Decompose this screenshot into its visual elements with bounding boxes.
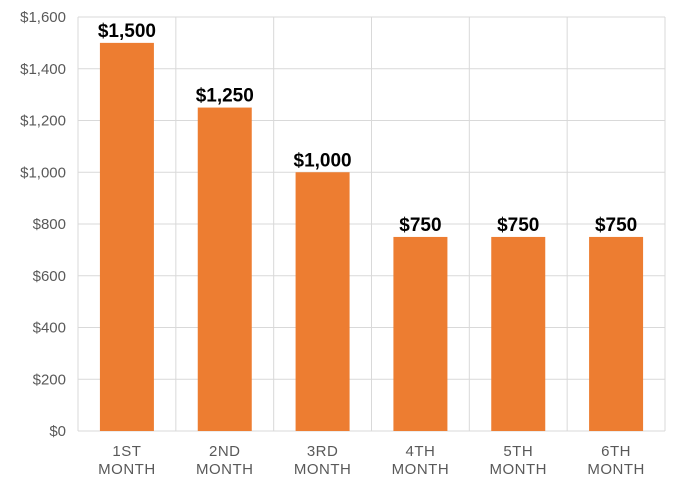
y-tick-label: $600 — [33, 268, 66, 285]
y-tick-label: $1,000 — [20, 164, 66, 181]
bar — [295, 172, 350, 431]
x-tick-label: 1ST MONTH — [98, 443, 156, 478]
y-tick-label: $400 — [33, 320, 66, 337]
y-tick-label: $1,200 — [20, 113, 66, 130]
x-axis-ticks: 1ST MONTH 2ND MONTH 3RD MONTH 4TH MONTH 5TH MONTH… — [98, 443, 645, 478]
x-tick-label: 3RD MONTH — [294, 443, 352, 478]
data-label: $750 — [497, 215, 539, 236]
data-label: $1,000 — [294, 150, 352, 171]
y-axis-ticks: $0 $200 $400 $600 $800 $1,000 $1,200 $1,400 $1,6… — [20, 9, 66, 440]
y-tick-label: $1,400 — [20, 61, 66, 78]
bar — [393, 236, 448, 431]
bar — [491, 236, 546, 431]
bar — [99, 42, 154, 431]
bars — [99, 42, 644, 431]
grid-lines — [77, 16, 666, 432]
data-label: $750 — [399, 215, 441, 236]
x-tick-label: 2ND MONTH — [196, 443, 254, 478]
y-tick-label: $1,600 — [20, 9, 66, 26]
bar — [197, 107, 252, 431]
data-label: $750 — [595, 215, 637, 236]
y-tick-label: $0 — [49, 423, 66, 440]
data-labels: $1,500 $1,250 $1,000 $750 $750 $750 — [98, 21, 637, 236]
x-tick-label: 4TH MONTH — [392, 443, 450, 478]
x-tick-label: 5TH MONTH — [490, 443, 548, 478]
x-tick-label: 6TH MONTH — [587, 443, 645, 478]
bar — [589, 236, 644, 431]
y-tick-label: $800 — [33, 216, 66, 233]
data-label: $1,250 — [196, 86, 254, 107]
y-tick-label: $200 — [33, 371, 66, 388]
data-label: $1,500 — [98, 21, 156, 42]
